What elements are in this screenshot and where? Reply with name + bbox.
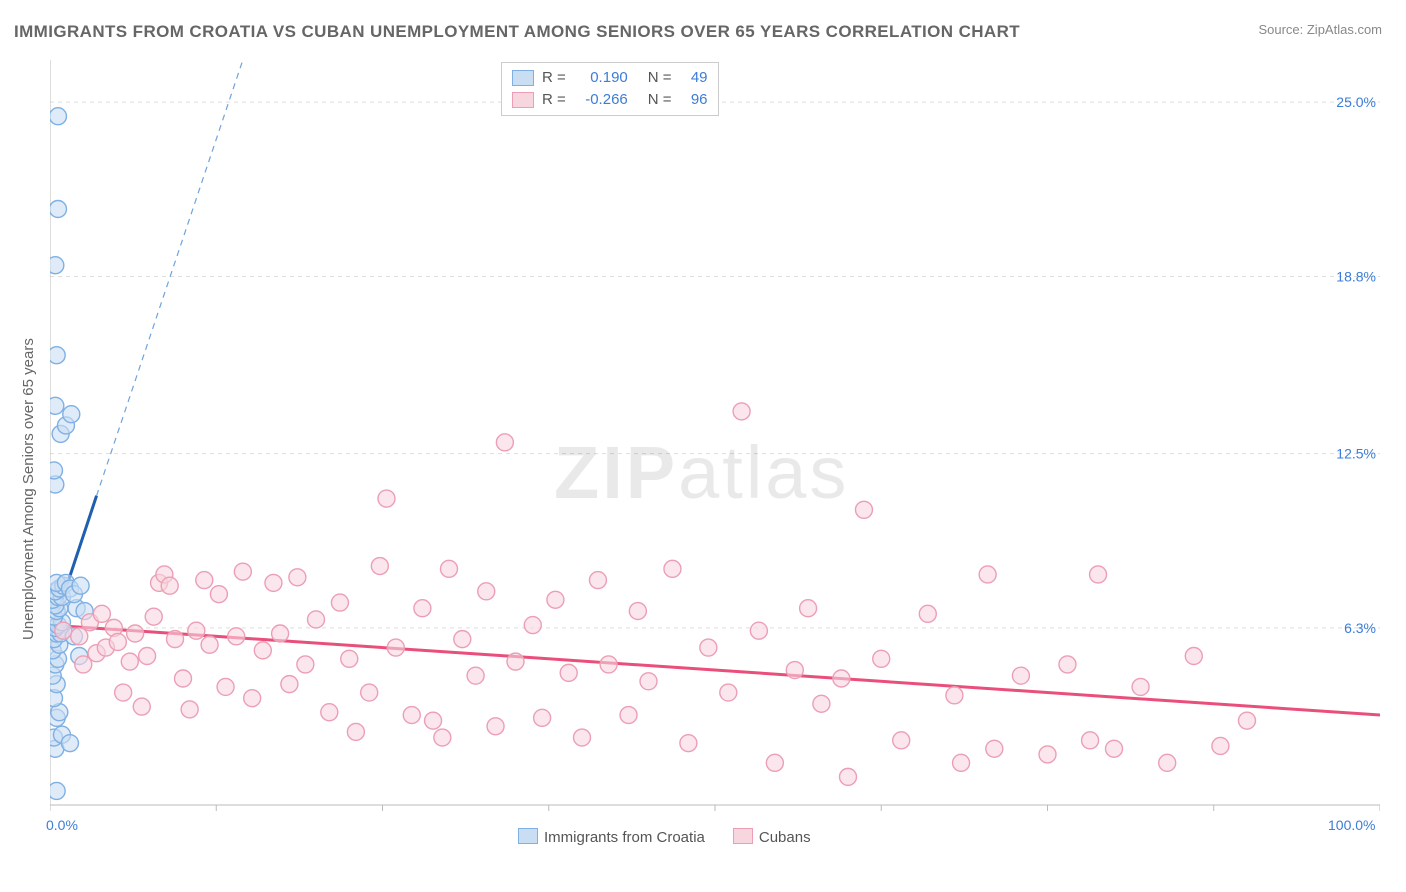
- legend-swatch: [733, 828, 753, 844]
- legend-n-value: 96: [680, 89, 708, 111]
- legend-series-label: Cubans: [759, 829, 811, 846]
- y-tick-label: 6.3%: [1344, 620, 1376, 636]
- source-attribution: Source: ZipAtlas.com: [1258, 22, 1382, 37]
- legend-swatch: [512, 70, 534, 86]
- scatter-plot: 6.3% 12.5% 18.8% 25.0%: [50, 60, 1380, 830]
- legend-swatch: [512, 92, 534, 108]
- x-axis-min-label: 0.0%: [46, 817, 78, 833]
- legend-series-item: Immigrants from Croatia: [518, 828, 705, 846]
- legend-n-label: N =: [648, 89, 672, 111]
- legend-r-value: -0.266: [574, 89, 628, 111]
- legend-correlation-row: R = 0.190 N = 49: [512, 67, 708, 89]
- x-axis-max-label: 100.0%: [1328, 817, 1375, 833]
- legend-r-value: 0.190: [574, 67, 628, 89]
- y-axis-label: Unemployment Among Seniors over 65 years: [20, 338, 37, 640]
- legend-r-label: R =: [542, 67, 566, 89]
- legend-series: Immigrants from Croatia Cubans: [518, 828, 811, 846]
- legend-n-label: N =: [648, 67, 672, 89]
- y-tick-label: 25.0%: [1336, 94, 1376, 110]
- legend-swatch: [518, 828, 538, 844]
- y-tick-label: 12.5%: [1336, 446, 1376, 462]
- legend-correlation-row: R = -0.266 N = 96: [512, 89, 708, 111]
- plot-svg: 6.3% 12.5% 18.8% 25.0%: [50, 60, 1380, 830]
- legend-r-label: R =: [542, 89, 566, 111]
- chart-title: IMMIGRANTS FROM CROATIA VS CUBAN UNEMPLO…: [14, 22, 1020, 42]
- legend-series-label: Immigrants from Croatia: [544, 829, 705, 846]
- legend-series-item: Cubans: [733, 828, 811, 846]
- y-tick-label: 18.8%: [1336, 268, 1376, 284]
- legend-n-value: 49: [680, 67, 708, 89]
- legend-correlation: R = 0.190 N = 49 R = -0.266 N = 96: [501, 62, 719, 116]
